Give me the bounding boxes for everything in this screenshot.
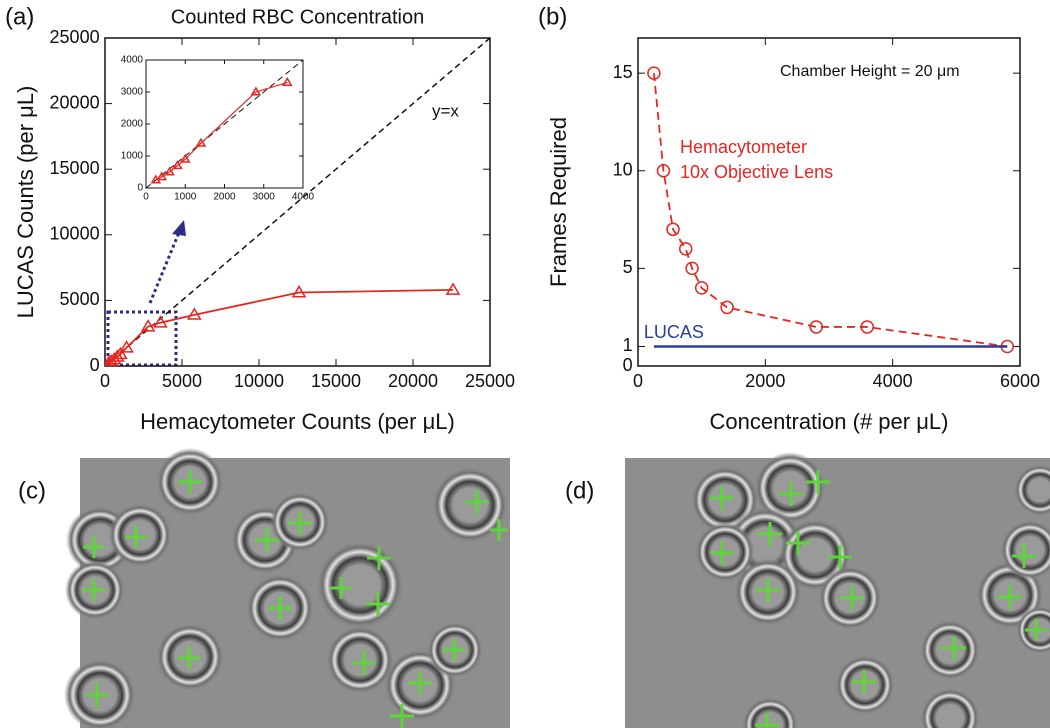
x-tick-label: 0 (633, 371, 643, 391)
y-tick-label: 4000 (121, 55, 144, 66)
y-tick-label: 5 (623, 257, 633, 277)
data-point (679, 242, 693, 256)
data-point (119, 340, 134, 353)
panel-label: (b) (538, 3, 567, 30)
y-tick-label: 3000 (121, 87, 144, 98)
data-point (656, 164, 671, 178)
data-point (291, 285, 307, 298)
annotation: 10x Objective Lens (680, 162, 833, 182)
x-tick-label: 15000 (311, 371, 361, 391)
series-line (653, 73, 1008, 348)
x-tick-label: 2000 (745, 371, 785, 391)
data-point (281, 76, 293, 86)
plot-frame (104, 37, 491, 367)
data-point (187, 307, 202, 320)
panel-label: (a) (5, 3, 34, 30)
data-point (685, 261, 699, 276)
annotation: Hemacytometer (680, 137, 807, 157)
y-tick-label: 0 (623, 355, 633, 375)
x-tick-label: 4000 (292, 192, 315, 203)
y-tick-label: 0 (137, 183, 143, 194)
x-axis-label: Concentration (# per μL) (710, 409, 949, 434)
x-tick-label: 25000 (465, 371, 515, 391)
y-tick-label: 20000 (50, 92, 100, 112)
data-point (647, 66, 661, 80)
data-point (105, 355, 116, 366)
y-tick-label: 15000 (50, 158, 100, 178)
y-tick-label: 25000 (50, 27, 100, 47)
data-point (666, 222, 680, 237)
x-tick-label: 4000 (873, 371, 913, 391)
x-axis-label: Hemacytometer Counts (per μL) (140, 409, 455, 434)
y-tick-label: 1000 (121, 151, 144, 162)
data-point (195, 137, 207, 147)
data-point (172, 160, 183, 170)
micrograph-d (625, 452, 1050, 728)
data-point (156, 171, 168, 181)
data-point (140, 319, 156, 332)
data-point (113, 346, 128, 360)
data-point (694, 281, 709, 295)
y-tick-label: 10000 (50, 224, 100, 244)
y-tick-label: 0 (90, 355, 100, 375)
y-tick-label: 10 (613, 160, 633, 180)
plot-frame (637, 37, 1021, 367)
y-tick-label: 2000 (121, 119, 144, 130)
data-point (809, 320, 824, 334)
y-tick-label: 5000 (60, 289, 100, 309)
x-tick-label: 20000 (388, 371, 438, 391)
data-point (179, 153, 191, 163)
data-point (445, 282, 461, 295)
reference-line (145, 59, 304, 189)
chart-title: Counted RBC Concentration (171, 6, 424, 28)
micrograph-c (64, 448, 510, 728)
zoom-indicator (106, 220, 186, 367)
y-tick-label: 1 (623, 335, 633, 355)
x-tick-label: 6000 (1000, 371, 1040, 391)
reference-line (104, 37, 491, 367)
y-axis-label: LUCAS Counts (per μL) (13, 86, 38, 319)
panel-label: (c) (18, 477, 46, 504)
annotation: Chamber Height = 20 μm (780, 63, 960, 80)
x-tick-label: 2000 (213, 192, 236, 203)
data-point (250, 86, 262, 96)
data-point (153, 315, 168, 328)
x-tick-label: 10000 (234, 371, 284, 391)
data-point (860, 320, 874, 334)
panel-label: (d) (565, 477, 594, 504)
data-point (110, 349, 125, 362)
series (150, 76, 293, 184)
y-axis-label: Frames Required (546, 117, 571, 287)
x-tick-label: 0 (143, 192, 149, 203)
data-point (720, 300, 734, 315)
y-tick-label: 15 (613, 62, 633, 82)
x-tick-label: 3000 (253, 192, 276, 203)
series (105, 282, 461, 366)
x-tick-label: 0 (100, 371, 110, 391)
x-tick-label: 1000 (174, 192, 197, 203)
annotation: y=x (432, 101, 459, 120)
data-point (164, 166, 175, 176)
series (647, 66, 1015, 354)
x-tick-label: 5000 (162, 371, 202, 391)
series-label: LUCAS (644, 322, 704, 342)
